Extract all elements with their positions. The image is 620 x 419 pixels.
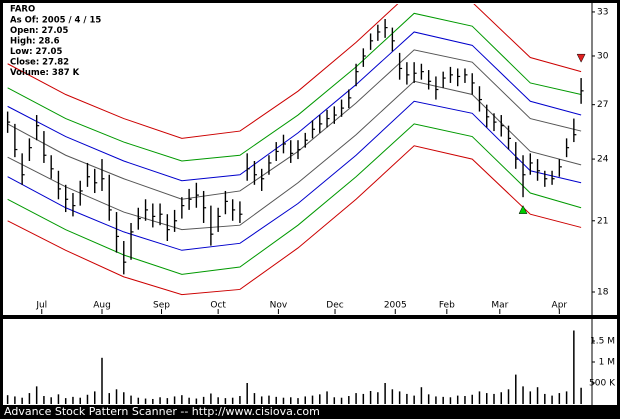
info-line: Open: 27.05 — [10, 26, 68, 36]
info-line: Low: 27.05 — [10, 47, 62, 57]
y-tick-label: 33 — [597, 7, 608, 17]
x-tick-label: Sep — [153, 301, 170, 311]
info-line: Close: 27.82 — [10, 58, 69, 68]
footer: Advance Stock Pattern Scanner -- http://… — [4, 405, 320, 418]
band-line — [7, 31, 582, 182]
y-tick-label: 1 M — [599, 358, 615, 368]
plot — [6, 4, 586, 296]
band-line — [7, 80, 582, 231]
info-line: High: 28.6 — [10, 37, 60, 47]
y-tick-label: 21 — [597, 216, 608, 226]
band-line — [7, 123, 582, 275]
x-tick-label: 2005 — [384, 301, 407, 311]
y-tick-label: 500 K — [589, 379, 616, 389]
y-tick-label: 24 — [597, 155, 609, 165]
band-line — [7, 4, 582, 139]
signal-arrow — [518, 205, 528, 214]
band-line — [7, 145, 582, 296]
y-tick-label: 27 — [597, 100, 608, 110]
x-tick-label: Jul — [35, 301, 47, 311]
signal-arrow — [576, 53, 586, 63]
band-line — [7, 12, 582, 162]
info-line: Volume: 387 K — [10, 68, 80, 78]
x-tick-label: Nov — [270, 301, 288, 311]
y-tick-label: 18 — [597, 287, 609, 297]
x-tick-label: Apr — [552, 301, 568, 311]
band-line — [7, 100, 582, 251]
x-tick-label: Oct — [210, 301, 226, 311]
x-tick-label: Feb — [439, 301, 455, 311]
price-panel — [3, 3, 617, 315]
x-tick-label: Mar — [491, 301, 508, 311]
y-tick-label: 1.5 M — [590, 337, 615, 347]
x-tick-label: Dec — [326, 301, 343, 311]
x-tick-label: Aug — [93, 301, 111, 311]
volume-panel — [3, 319, 617, 405]
info-line: As Of: 2005 / 4 / 15 — [10, 16, 101, 26]
symbol: FARO — [10, 5, 35, 15]
y-tick-label: 30 — [597, 51, 609, 61]
